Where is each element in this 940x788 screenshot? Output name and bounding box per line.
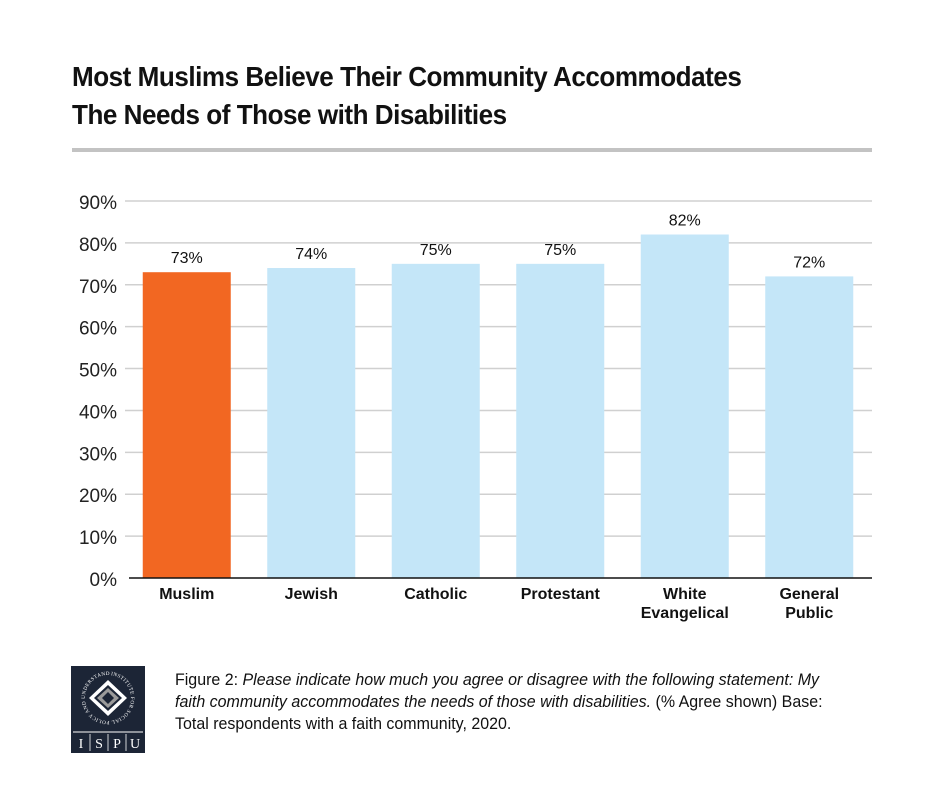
- y-tick-label: 60%: [79, 319, 117, 340]
- x-axis-tick-labels: Muslim Jewish Catholic Protestant White Evang…: [159, 586, 839, 622]
- bar: [640, 234, 729, 578]
- y-tick-label: 80%: [79, 235, 117, 256]
- logo-letter-i: I: [79, 737, 84, 752]
- data-label: 72%: [793, 254, 825, 271]
- x-tick-label: Jewish: [285, 586, 338, 603]
- x-tick-label: Protestant: [521, 586, 601, 603]
- x-tick-label: Evangelical: [641, 605, 729, 622]
- data-labels: 73% 74% 75% 75% 82% 72%: [171, 213, 826, 272]
- x-tick-label: General: [779, 586, 839, 603]
- data-label: 75%: [420, 242, 452, 259]
- bar: [142, 272, 231, 578]
- figure-caption: Figure 2: Please indicate how much you a…: [175, 669, 833, 735]
- gridlines: [125, 200, 872, 537]
- y-tick-label: 10%: [79, 528, 117, 549]
- bar: [267, 268, 356, 578]
- logo-letter-p: P: [113, 737, 121, 752]
- x-tick-label: Catholic: [404, 586, 467, 603]
- chart-title-line-2: The Needs of Those with Disabilities: [72, 99, 507, 130]
- data-label: 74%: [295, 246, 327, 263]
- data-label: 75%: [544, 242, 576, 259]
- y-tick-label: 90%: [79, 193, 117, 214]
- title-divider: [72, 148, 872, 152]
- survey-question: Please indicate how much you agree or di…: [175, 670, 820, 711]
- bar-chart: 0%10%20%30%40%50%60%70%80%90% 73% 74% 75% 7…: [79, 193, 872, 622]
- bars: [142, 234, 854, 578]
- data-label: 73%: [171, 250, 203, 267]
- figure-label: Figure 2: [175, 670, 234, 689]
- base-note: (% Agree shown) Base: Total respondents …: [175, 692, 823, 733]
- y-tick-label: 70%: [79, 277, 117, 298]
- chart-title-line-1: Most Muslims Believe Their Community Acc…: [72, 61, 742, 92]
- logo-letter-s: S: [95, 737, 103, 752]
- logo-letter-u: U: [130, 737, 140, 752]
- x-tick-label: Public: [785, 605, 833, 622]
- ispu-logo: INSTITUTE FOR SOCIAL POLICY AND UNDERSTA…: [69, 662, 145, 753]
- x-tick-label: White: [663, 586, 707, 603]
- chart-title: Most Muslims Believe Their Community Acc…: [72, 58, 835, 134]
- y-tick-label: 0%: [90, 570, 118, 591]
- data-label: 82%: [669, 213, 701, 230]
- bar: [765, 276, 854, 578]
- y-tick-label: 40%: [79, 402, 117, 423]
- y-tick-label: 50%: [79, 361, 117, 382]
- y-tick-label: 30%: [79, 444, 117, 465]
- y-tick-label: 20%: [79, 486, 117, 507]
- bar: [391, 263, 480, 578]
- bar: [516, 263, 605, 578]
- y-axis-tick-labels: 0% 10% 20% 30% 40% 50% 60% 70% 80% 90%: [79, 193, 117, 591]
- figure-separator: :: [233, 670, 239, 689]
- x-tick-label: Muslim: [159, 586, 214, 603]
